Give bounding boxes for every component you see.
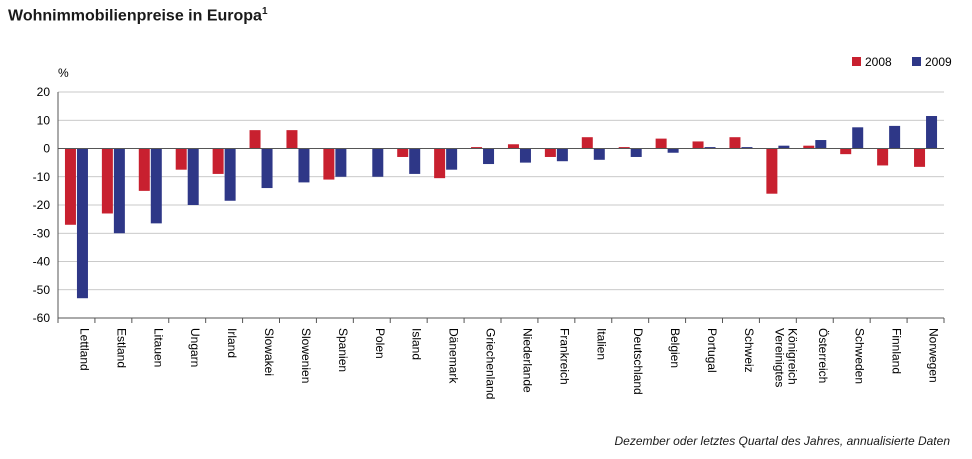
bar-2008 — [840, 148, 852, 155]
chart-title-text: Wohnimmobilienpreise in Europa — [8, 7, 262, 25]
bar-2008 — [877, 148, 889, 166]
x-tick-label: Island — [410, 328, 424, 360]
x-tick-label: Estland — [114, 328, 128, 368]
bar-2009 — [556, 148, 568, 162]
bar-2009 — [778, 145, 790, 149]
bar-2009 — [372, 148, 384, 177]
x-tick-label: Slowenien — [299, 328, 313, 383]
bar-2009 — [150, 148, 162, 224]
x-tick-label: Griechenland — [484, 328, 498, 399]
bar-2008 — [175, 148, 187, 170]
x-tick-label: Belgien — [668, 328, 682, 368]
bar-2009 — [298, 148, 310, 183]
y-tick-label: 0 — [43, 142, 50, 156]
bar-2009 — [187, 148, 199, 205]
bar-2008 — [507, 144, 519, 149]
x-tick-label: Italien — [594, 328, 608, 360]
x-tick-label: Niederlande — [520, 328, 534, 393]
x-tick-label: Schweiz — [742, 328, 756, 373]
bar-2009 — [261, 148, 273, 189]
x-tick-label: Königreich — [785, 328, 799, 385]
bar-2009 — [113, 148, 125, 234]
bar-2008 — [581, 137, 593, 149]
bar-chart: 20 10 0 -10 -20 -30 -40 -50 -60 Lettland Estland Li… — [33, 55, 952, 399]
x-tick-label: Finnland — [890, 328, 904, 374]
x-tick-label: Schweden — [853, 328, 867, 384]
legend-swatch-2008 — [852, 57, 861, 66]
bar-2008 — [101, 148, 113, 214]
bar-2009 — [926, 116, 938, 149]
bar-2009 — [519, 148, 531, 163]
bar-2008 — [397, 148, 409, 157]
x-tick-label: Litauen — [151, 328, 165, 367]
bar-2008 — [138, 148, 150, 191]
x-tick-label: Dänemark — [447, 328, 461, 384]
bar-2008 — [803, 145, 815, 149]
bar-2008 — [544, 148, 556, 157]
bar-2009 — [593, 148, 605, 160]
bar-2008 — [212, 148, 224, 174]
y-tick-label: -60 — [33, 311, 51, 325]
x-tick-label: Polen — [373, 328, 387, 359]
y-tick-label: -10 — [33, 170, 51, 184]
x-tick-label: Vereinigtes — [772, 328, 786, 387]
x-tick-label: Deutschland — [631, 328, 645, 395]
bar-2009 — [409, 148, 421, 174]
chart-title: Wohnimmobilienpreise in Europa1 — [8, 6, 268, 25]
x-tick-label: Frankreich — [557, 328, 571, 385]
bar-2008 — [766, 148, 778, 194]
bar-2008 — [471, 147, 483, 149]
legend: 2008 2009 — [852, 55, 952, 69]
y-tick-label: 20 — [37, 85, 51, 99]
legend-label-2008: 2008 — [865, 55, 892, 69]
bar-2009 — [852, 127, 864, 149]
bar-2009 — [446, 148, 458, 170]
legend-label-2009: 2009 — [925, 55, 952, 69]
legend-swatch-2009 — [912, 57, 921, 66]
bar-2009 — [889, 125, 901, 149]
bar-2009 — [335, 148, 347, 177]
bar-2009 — [741, 147, 753, 149]
y-tick-label: 10 — [37, 113, 51, 127]
bar-2008 — [64, 148, 76, 225]
bar-2008 — [729, 137, 741, 149]
bar-2009 — [704, 147, 716, 149]
axes: 20 10 0 -10 -20 -30 -40 -50 -60 Lettland Estland Li… — [33, 85, 945, 399]
bar-2009 — [483, 148, 495, 165]
x-tick-label: Norwegen — [927, 328, 941, 383]
y-tick-label: -30 — [33, 226, 51, 240]
y-axis-unit-label: % — [58, 66, 69, 80]
x-tick-label: Lettland — [77, 328, 91, 371]
bar-2008 — [618, 147, 630, 149]
y-tick-label: -40 — [33, 255, 51, 269]
bar-2009 — [76, 148, 88, 299]
bar-2008 — [323, 148, 335, 180]
chart-title-superscript: 1 — [261, 6, 268, 17]
x-tick-label: Portugal — [705, 328, 719, 373]
x-tick-label: Spanien — [336, 328, 350, 372]
y-tick-label: -20 — [33, 198, 51, 212]
footnote: Dezember oder letztes Quartal des Jahres… — [614, 434, 950, 448]
y-tick-label: -50 — [33, 283, 51, 297]
bar-2009 — [224, 148, 236, 201]
bar-2009 — [667, 148, 679, 153]
bar-2008 — [655, 138, 667, 149]
bar-2008 — [286, 130, 298, 149]
bar-2008 — [692, 141, 704, 149]
x-tick-label: Irland — [225, 328, 239, 358]
bar-2009 — [815, 140, 827, 149]
x-tick-label: Slowakei — [262, 328, 276, 376]
bars — [64, 116, 938, 299]
bar-2009 — [630, 148, 642, 157]
bar-2008 — [434, 148, 446, 179]
bar-2008 — [914, 148, 926, 167]
x-tick-label: Ungarn — [188, 328, 202, 367]
bar-2008 — [249, 130, 261, 149]
x-tick-label: Österreich — [816, 328, 830, 383]
